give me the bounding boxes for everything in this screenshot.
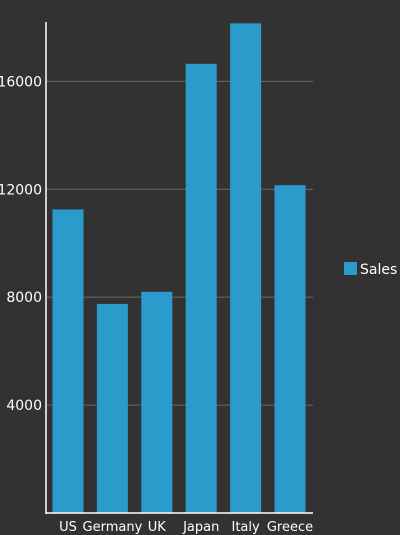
y-tick-labels: 4000 8000 12000 16000 — [0, 74, 42, 414]
y-tick-label-8000: 8000 — [6, 290, 42, 306]
bar-japan — [185, 63, 217, 514]
y-tick-label-16000: 16000 — [0, 74, 42, 90]
x-tick-label-germany: Germany — [83, 520, 143, 535]
x-tick-labels: US Germany UK Japan Italy Greece — [59, 520, 313, 535]
gridlines — [46, 80, 313, 406]
bar-us — [52, 209, 84, 513]
bar-italy — [230, 23, 262, 513]
legend: Sales — [344, 262, 397, 278]
legend-label-sales: Sales — [360, 262, 397, 278]
x-tick-label-uk: UK — [148, 520, 167, 535]
legend-swatch-sales — [344, 262, 357, 275]
y-tick-label-12000: 12000 — [0, 182, 42, 198]
bar-germany — [96, 303, 128, 513]
x-tick-label-italy: Italy — [231, 520, 260, 535]
axes — [45, 22, 313, 514]
y-tick-label-4000: 4000 — [6, 398, 42, 414]
x-tick-label-japan: Japan — [182, 520, 219, 535]
x-tick-label-us: US — [59, 520, 77, 535]
bar-greece — [274, 185, 306, 513]
x-tick-label-greece: Greece — [267, 520, 313, 535]
bar-uk — [141, 291, 173, 513]
bars — [52, 23, 306, 514]
